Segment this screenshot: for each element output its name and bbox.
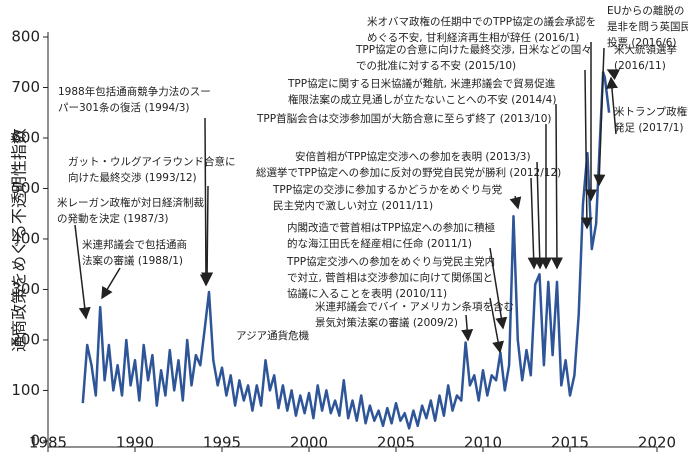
annotation-text: 法案の審議 (1988/1) bbox=[82, 254, 183, 267]
annotation-text: 総選挙でTPP協定への参加に反対の野党自民党が勝利 (2012/12) bbox=[256, 166, 561, 179]
annotation-text: の発動を決定 (1987/3) bbox=[57, 212, 168, 225]
annotation-text: 米連邦議会で包括通商 bbox=[82, 238, 187, 251]
y-tick-label: 200 bbox=[11, 330, 40, 348]
annotation-text: アジア通貨危機 bbox=[236, 329, 310, 342]
x-tick-label: 2000 bbox=[290, 434, 328, 452]
annotation-text: 是非を問う英国民 bbox=[607, 20, 688, 33]
annotation-text: 米トランプ政権が bbox=[614, 105, 688, 118]
annotation-text: 米連邦議会でバイ・アメリカン条項を含む bbox=[315, 300, 514, 313]
annotation-text: 米レーガン政権が対日経済制裁 bbox=[57, 196, 204, 209]
annotation-text: 投票 (2016/6) bbox=[607, 36, 676, 49]
annotation-text: での批准に対する不安 (2015/10) bbox=[356, 59, 516, 72]
annotation-text: (2016/11) bbox=[614, 60, 666, 72]
annotation-text: めぐる不安, 甘利経済再生相が辞任 (2016/1) bbox=[367, 31, 579, 44]
annotation-arrow bbox=[606, 69, 621, 81]
annotation-arrow bbox=[461, 314, 474, 342]
annotation-text: 1988年包括通商競争力法のスー bbox=[58, 85, 211, 98]
annotation-arrow bbox=[489, 297, 504, 354]
annotation-text: TPP協定の合意に向けた最終交渉, 日米などの国々 bbox=[355, 43, 592, 56]
annotation-text: TPP協定の交渉に参加するかどうかをめぐり与党 bbox=[272, 183, 503, 196]
annotation-text: 権限法案の成立見通しが立たないことへの不安 (2014/4) bbox=[288, 93, 556, 106]
annotation-text: 景気対策法案の審議 (2009/2) bbox=[315, 316, 458, 329]
annotation-text: パー301条の復活 (1994/3) bbox=[58, 101, 190, 114]
annotation-text: 的な海江田氏を経産相に任命 (2011/1) bbox=[287, 237, 472, 250]
annotation-arrow bbox=[605, 76, 618, 135]
x-tick-label: 2005 bbox=[377, 434, 415, 452]
annotation-text: 民主党内で激しい対立 (2011/11) bbox=[273, 199, 433, 212]
x-tick-label: 2020 bbox=[638, 434, 676, 452]
annotation-text: 内閣改造で菅首相はTPP協定への参加に積極 bbox=[287, 221, 495, 234]
x-tick-label: 1995 bbox=[203, 434, 241, 452]
annotation-text: 発足 (2017/1) bbox=[614, 121, 683, 134]
annotation-arrow bbox=[101, 267, 121, 300]
annotation-arrow bbox=[580, 69, 593, 230]
annotation-arrow bbox=[509, 195, 522, 210]
annotation-text: 安倍首相がTPP協定交渉への参加を表明 (2013/3) bbox=[295, 150, 531, 163]
y-axis-label: 通商政策をめぐる不透明性指数 bbox=[10, 128, 29, 352]
x-tick-label: 1990 bbox=[116, 434, 154, 452]
annotation-arrow bbox=[201, 185, 214, 285]
annotation-arrow bbox=[489, 247, 508, 330]
y-tick-label: 400 bbox=[11, 229, 40, 247]
annotation-arrow bbox=[199, 117, 212, 287]
annotation-text: ガット・ウルグアイラウンド合意に bbox=[68, 155, 235, 168]
annotation-arrow bbox=[527, 177, 540, 270]
annotation-text: 協議に入ることを表明 (2010/11) bbox=[287, 287, 447, 300]
annotation-text: TPP協定に関する日米協議が難航, 米連邦議会で貿易促進 bbox=[287, 77, 556, 90]
x-tick-label: 2010 bbox=[464, 434, 502, 452]
y-tick-label: 300 bbox=[11, 280, 40, 298]
annotation-text: で対立, 菅首相は交渉参加に向けて関係国と bbox=[287, 271, 493, 284]
annotation-text: 米オバマ政権の任期中でのTPP協定の議会承認を bbox=[367, 15, 596, 28]
annotation-text: 米大統領選挙 bbox=[614, 43, 677, 56]
annotation-arrow bbox=[593, 47, 606, 187]
y-tick-label: 800 bbox=[11, 28, 40, 46]
annotation-text: TPP首脳会合は交渉参加国が大筋合意に至らず終了 (2013/10) bbox=[256, 112, 552, 125]
y-tick-label: 500 bbox=[11, 179, 40, 197]
series-line bbox=[81, 71, 611, 430]
y-tick-label: 700 bbox=[11, 78, 40, 96]
annotation-arrow bbox=[74, 224, 91, 320]
y-tick-label: 600 bbox=[11, 128, 40, 146]
x-tick-label: 1985 bbox=[29, 434, 67, 452]
annotation-text: EUからの離脱の bbox=[607, 4, 684, 17]
x-tick-label: 2015 bbox=[551, 434, 589, 452]
annotation-arrow bbox=[550, 103, 563, 270]
y-tick-label: 0 bbox=[30, 431, 40, 449]
annotation-arrow bbox=[533, 161, 546, 270]
annotation-text: 向けた最終交渉 (1993/12) bbox=[68, 171, 197, 184]
y-tick-label: 100 bbox=[11, 381, 40, 399]
annotation-text: TPP協定交渉への参加をめぐり与党民主党内 bbox=[286, 255, 495, 268]
